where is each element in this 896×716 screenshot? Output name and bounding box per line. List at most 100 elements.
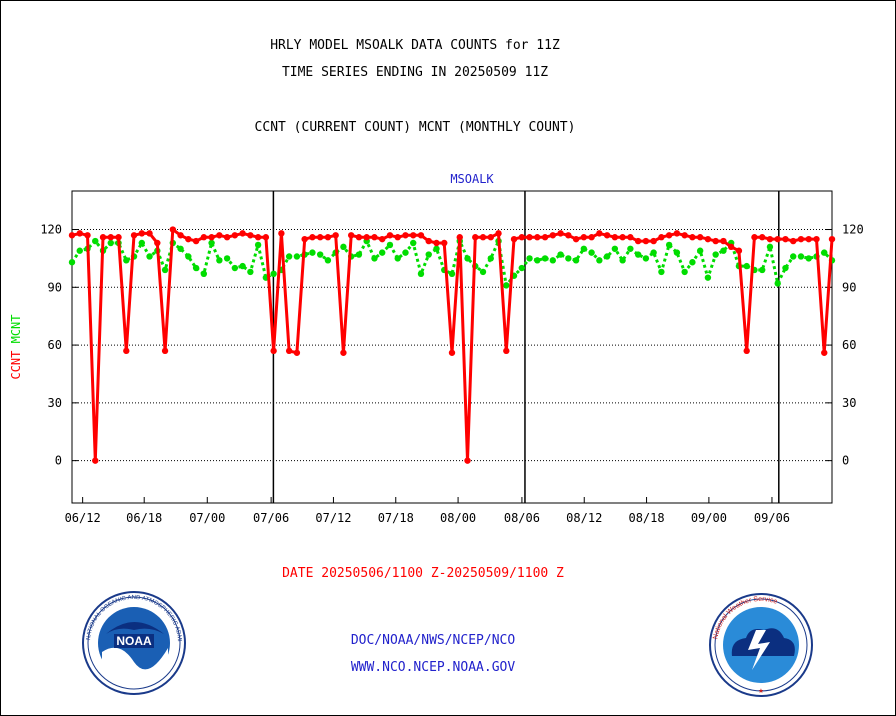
footer-website-link[interactable]: WWW.NCO.NCEP.NOAA.GOV [350,660,516,675]
mcnt-data-point [487,255,494,262]
ccnt-data-point [766,235,774,243]
ccnt-data-point [363,234,370,241]
ccnt-data-point [565,232,572,239]
mcnt-data-point [603,253,611,260]
y-tick-label-left: 120 [40,223,62,237]
ccnt-data-point [177,232,184,239]
mcnt-data-point [588,249,595,256]
ccnt-data-point [239,230,246,237]
mcnt-data-point [309,249,316,256]
x-tick-label: 07/18 [378,511,414,525]
ccnt-data-point [774,235,781,243]
ccnt-data-point [495,230,502,237]
ccnt-data-point [797,235,805,243]
mcnt-data-point [270,270,277,278]
mcnt-data-point [425,251,432,258]
mcnt-data-point [107,239,114,247]
mcnt-data-point [634,251,642,258]
ccnt-data-point [386,232,394,239]
footer-org-link[interactable]: DOC/NOAA/NWS/NCEP/NCO [350,633,516,648]
ccnt-data-point [441,239,448,247]
mcnt-data-point [386,241,394,249]
ccnt-data-point [510,235,518,243]
plot-layer: 0 0 30 30 60 60 90 90 120 120 06/12 06/18 07/00 07/06… [9,172,864,525]
mcnt-data-point [146,253,153,260]
svg-text:★: ★ [758,686,764,696]
x-tick-label: 08/18 [628,511,664,525]
mcnt-data-point [417,270,425,278]
ccnt-data-point [681,232,688,239]
ccnt-data-point [410,232,417,239]
mcnt-data-point [185,253,192,260]
ccnt-data-point [518,234,525,241]
mcnt-data-point [410,239,417,247]
mcnt-data-point [743,262,750,270]
mcnt-data-point [316,251,324,258]
mcnt-data-point [355,251,363,258]
mcnt-data-point [704,274,712,281]
ccnt-data-point [247,232,254,239]
x-tick-label: 08/12 [566,511,602,525]
mcnt-data-point [774,280,781,287]
ccnt-data-point [603,232,611,239]
mcnt-data-point [231,264,239,272]
ccnt-data-point [464,457,471,464]
mcnt-data-point [464,255,471,262]
ccnt-data-point [402,232,409,239]
ccnt-data-point [487,234,494,241]
mcnt-data-point [790,253,797,260]
x-tick-label: 07/12 [315,511,351,525]
ccnt-data-point [379,235,386,243]
ccnt-data-point [84,232,91,239]
mcnt-data-point [565,255,572,262]
ccnt-data-point [619,234,626,241]
ccnt-data-point [580,234,588,241]
ccnt-data-point [813,235,820,243]
ccnt-data-point [185,235,192,243]
ccnt-data-point [627,234,634,241]
mcnt-data-point [200,270,208,278]
mcnt-data-point [161,266,169,274]
ccnt-data-point [534,234,541,241]
ccnt-data-point [596,230,603,237]
mcnt-data-point [340,243,347,251]
ccnt-data-point [759,234,766,241]
mcnt-data-point [782,264,789,272]
ccnt-data-point [472,234,479,241]
ccnt-data-point [223,234,231,241]
mcnt-data-point [689,259,696,266]
mcnt-data-point [681,268,688,276]
mcnt-data-point [611,245,619,252]
ccnt-data-point [712,237,719,245]
mcnt-data-point [580,245,588,252]
ccnt-data-point [200,234,208,241]
mcnt-data-point [650,249,657,256]
mcnt-data-point [658,268,665,276]
mcnt-data-point [192,264,200,272]
ccnt-data-point [665,232,673,239]
mcnt-data-point [534,257,541,264]
y-tick-label-right: 90 [842,280,856,294]
ccnt-data-point [254,234,262,241]
mcnt-data-point [76,247,83,254]
ccnt-data-point [541,234,549,241]
y-axis-label-mcnt: MCNT [9,314,23,343]
y-tick-label-right: 60 [842,338,856,352]
ccnt-data-point [689,234,696,241]
plot-frame [71,190,833,504]
ccnt-data-point [448,349,456,356]
mcnt-data-point [503,282,510,289]
y-axis-label-ccnt: CCNT [9,343,23,379]
mcnt-data-point [696,247,704,254]
y-tick-label-left: 60 [48,338,62,352]
ccnt-data-point [301,235,308,243]
ccnt-data-point [456,234,463,241]
ccnt-data-point [479,234,487,241]
x-tick-label: 06/18 [126,511,162,525]
x-tick-label: 09/06 [754,511,790,525]
ccnt-data-point [805,235,812,243]
mcnt-data-point [541,255,549,262]
ccnt-data-point [355,234,363,241]
mcnt-data-point [712,251,719,258]
ccnt-data-point [262,234,270,241]
